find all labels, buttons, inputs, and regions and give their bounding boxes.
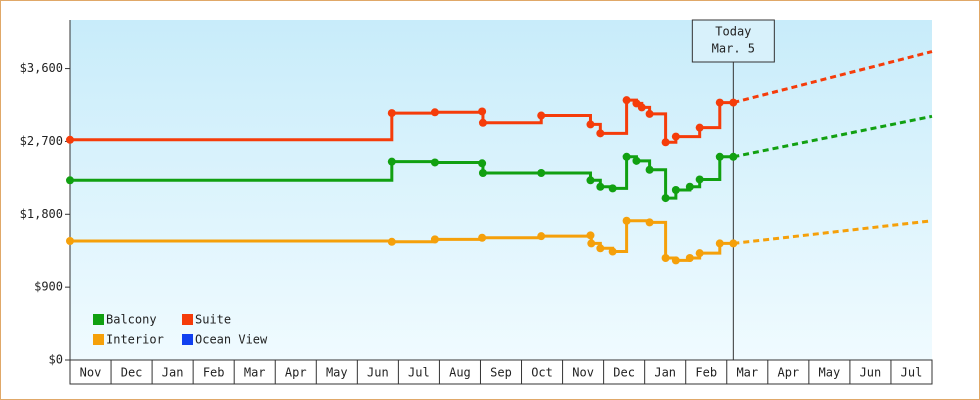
data-point (430, 108, 439, 117)
data-point (478, 233, 487, 242)
legend-label: Suite (195, 313, 231, 327)
legend-swatch (93, 334, 104, 345)
forecast-line (733, 219, 933, 245)
data-point (596, 182, 605, 191)
data-point (671, 186, 680, 194)
data-point (715, 152, 724, 161)
legend-swatch (93, 314, 104, 325)
data-point (478, 159, 487, 168)
data-point (637, 103, 646, 112)
y-tick-label: $900 (34, 280, 63, 294)
data-point (645, 109, 654, 118)
data-point (729, 152, 738, 161)
y-tick-label: $0 (49, 353, 63, 367)
x-axis-band (69, 359, 933, 385)
legend-swatch (182, 334, 193, 345)
data-point (387, 157, 396, 166)
data-point (622, 152, 631, 161)
data-point (587, 239, 596, 248)
x-tick-label: Feb (203, 366, 225, 380)
data-point (685, 254, 694, 262)
data-point (695, 123, 704, 132)
data-point (586, 231, 595, 240)
data-point (695, 175, 704, 184)
data-point (729, 239, 738, 248)
data-point (695, 249, 704, 258)
x-tick-label: Aug (449, 366, 471, 380)
x-tick-label: Jun (367, 366, 389, 380)
data-point (661, 254, 670, 262)
x-tick-label: Mar (244, 366, 266, 380)
data-point (596, 244, 605, 253)
data-point (387, 109, 396, 118)
data-point (586, 176, 595, 185)
data-point (671, 132, 680, 141)
data-point (66, 176, 74, 185)
data-point (622, 96, 631, 105)
x-tick-label: Apr (777, 366, 799, 380)
x-tick-label: Nov (572, 366, 594, 380)
data-point (729, 98, 738, 107)
x-tick-label: Jul (408, 366, 430, 380)
data-point (622, 216, 631, 225)
data-point (430, 235, 439, 244)
x-tick-label: Dec (613, 366, 635, 380)
x-tick-label: Mar (736, 366, 758, 380)
forecast-line (732, 50, 933, 105)
data-point (645, 165, 654, 174)
y-tick-label: $2,700 (20, 134, 63, 148)
data-point (645, 218, 654, 227)
data-point (66, 237, 74, 245)
data-point (537, 111, 546, 120)
x-tick-label: Nov (80, 366, 102, 380)
today-label: Today (715, 25, 751, 39)
data-point (715, 98, 724, 107)
data-point (478, 118, 487, 127)
data-point (632, 156, 641, 165)
x-tick-label: May (819, 366, 841, 380)
y-tick-label: $3,600 (20, 61, 63, 75)
legend-swatch (182, 314, 193, 325)
data-point (661, 138, 670, 147)
data-point (478, 169, 487, 177)
data-point (608, 184, 617, 193)
data-point (685, 182, 694, 191)
data-point (608, 247, 617, 256)
data-point (478, 107, 487, 116)
x-tick-label: Jun (860, 366, 882, 380)
y-tick-label: $1,800 (20, 207, 63, 221)
x-tick-label: Jul (901, 366, 923, 380)
data-point (671, 256, 680, 265)
data-point (537, 232, 546, 241)
data-point (715, 239, 724, 248)
legend-label: Interior (106, 333, 164, 347)
forecast-line (733, 114, 933, 159)
today-box (691, 19, 775, 63)
x-tick-label: May (326, 366, 348, 380)
data-point (387, 237, 396, 246)
x-tick-label: Oct (531, 366, 553, 380)
data-point (66, 135, 74, 144)
data-point (430, 158, 439, 167)
legend-label: Balcony (106, 313, 157, 327)
legend-label: Ocean View (195, 333, 268, 347)
x-tick-label: Jan (162, 366, 184, 380)
x-tick-label: Jan (654, 366, 676, 380)
x-tick-label: Apr (285, 366, 307, 380)
data-point (586, 120, 595, 129)
x-tick-label: Feb (695, 366, 717, 380)
x-tick-label: Sep (490, 366, 512, 380)
data-point (661, 194, 670, 203)
data-point (596, 129, 605, 138)
data-point (537, 169, 546, 177)
plot-area (70, 20, 932, 360)
today-label: Mar. 5 (712, 42, 755, 56)
x-tick-label: Dec (121, 366, 143, 380)
